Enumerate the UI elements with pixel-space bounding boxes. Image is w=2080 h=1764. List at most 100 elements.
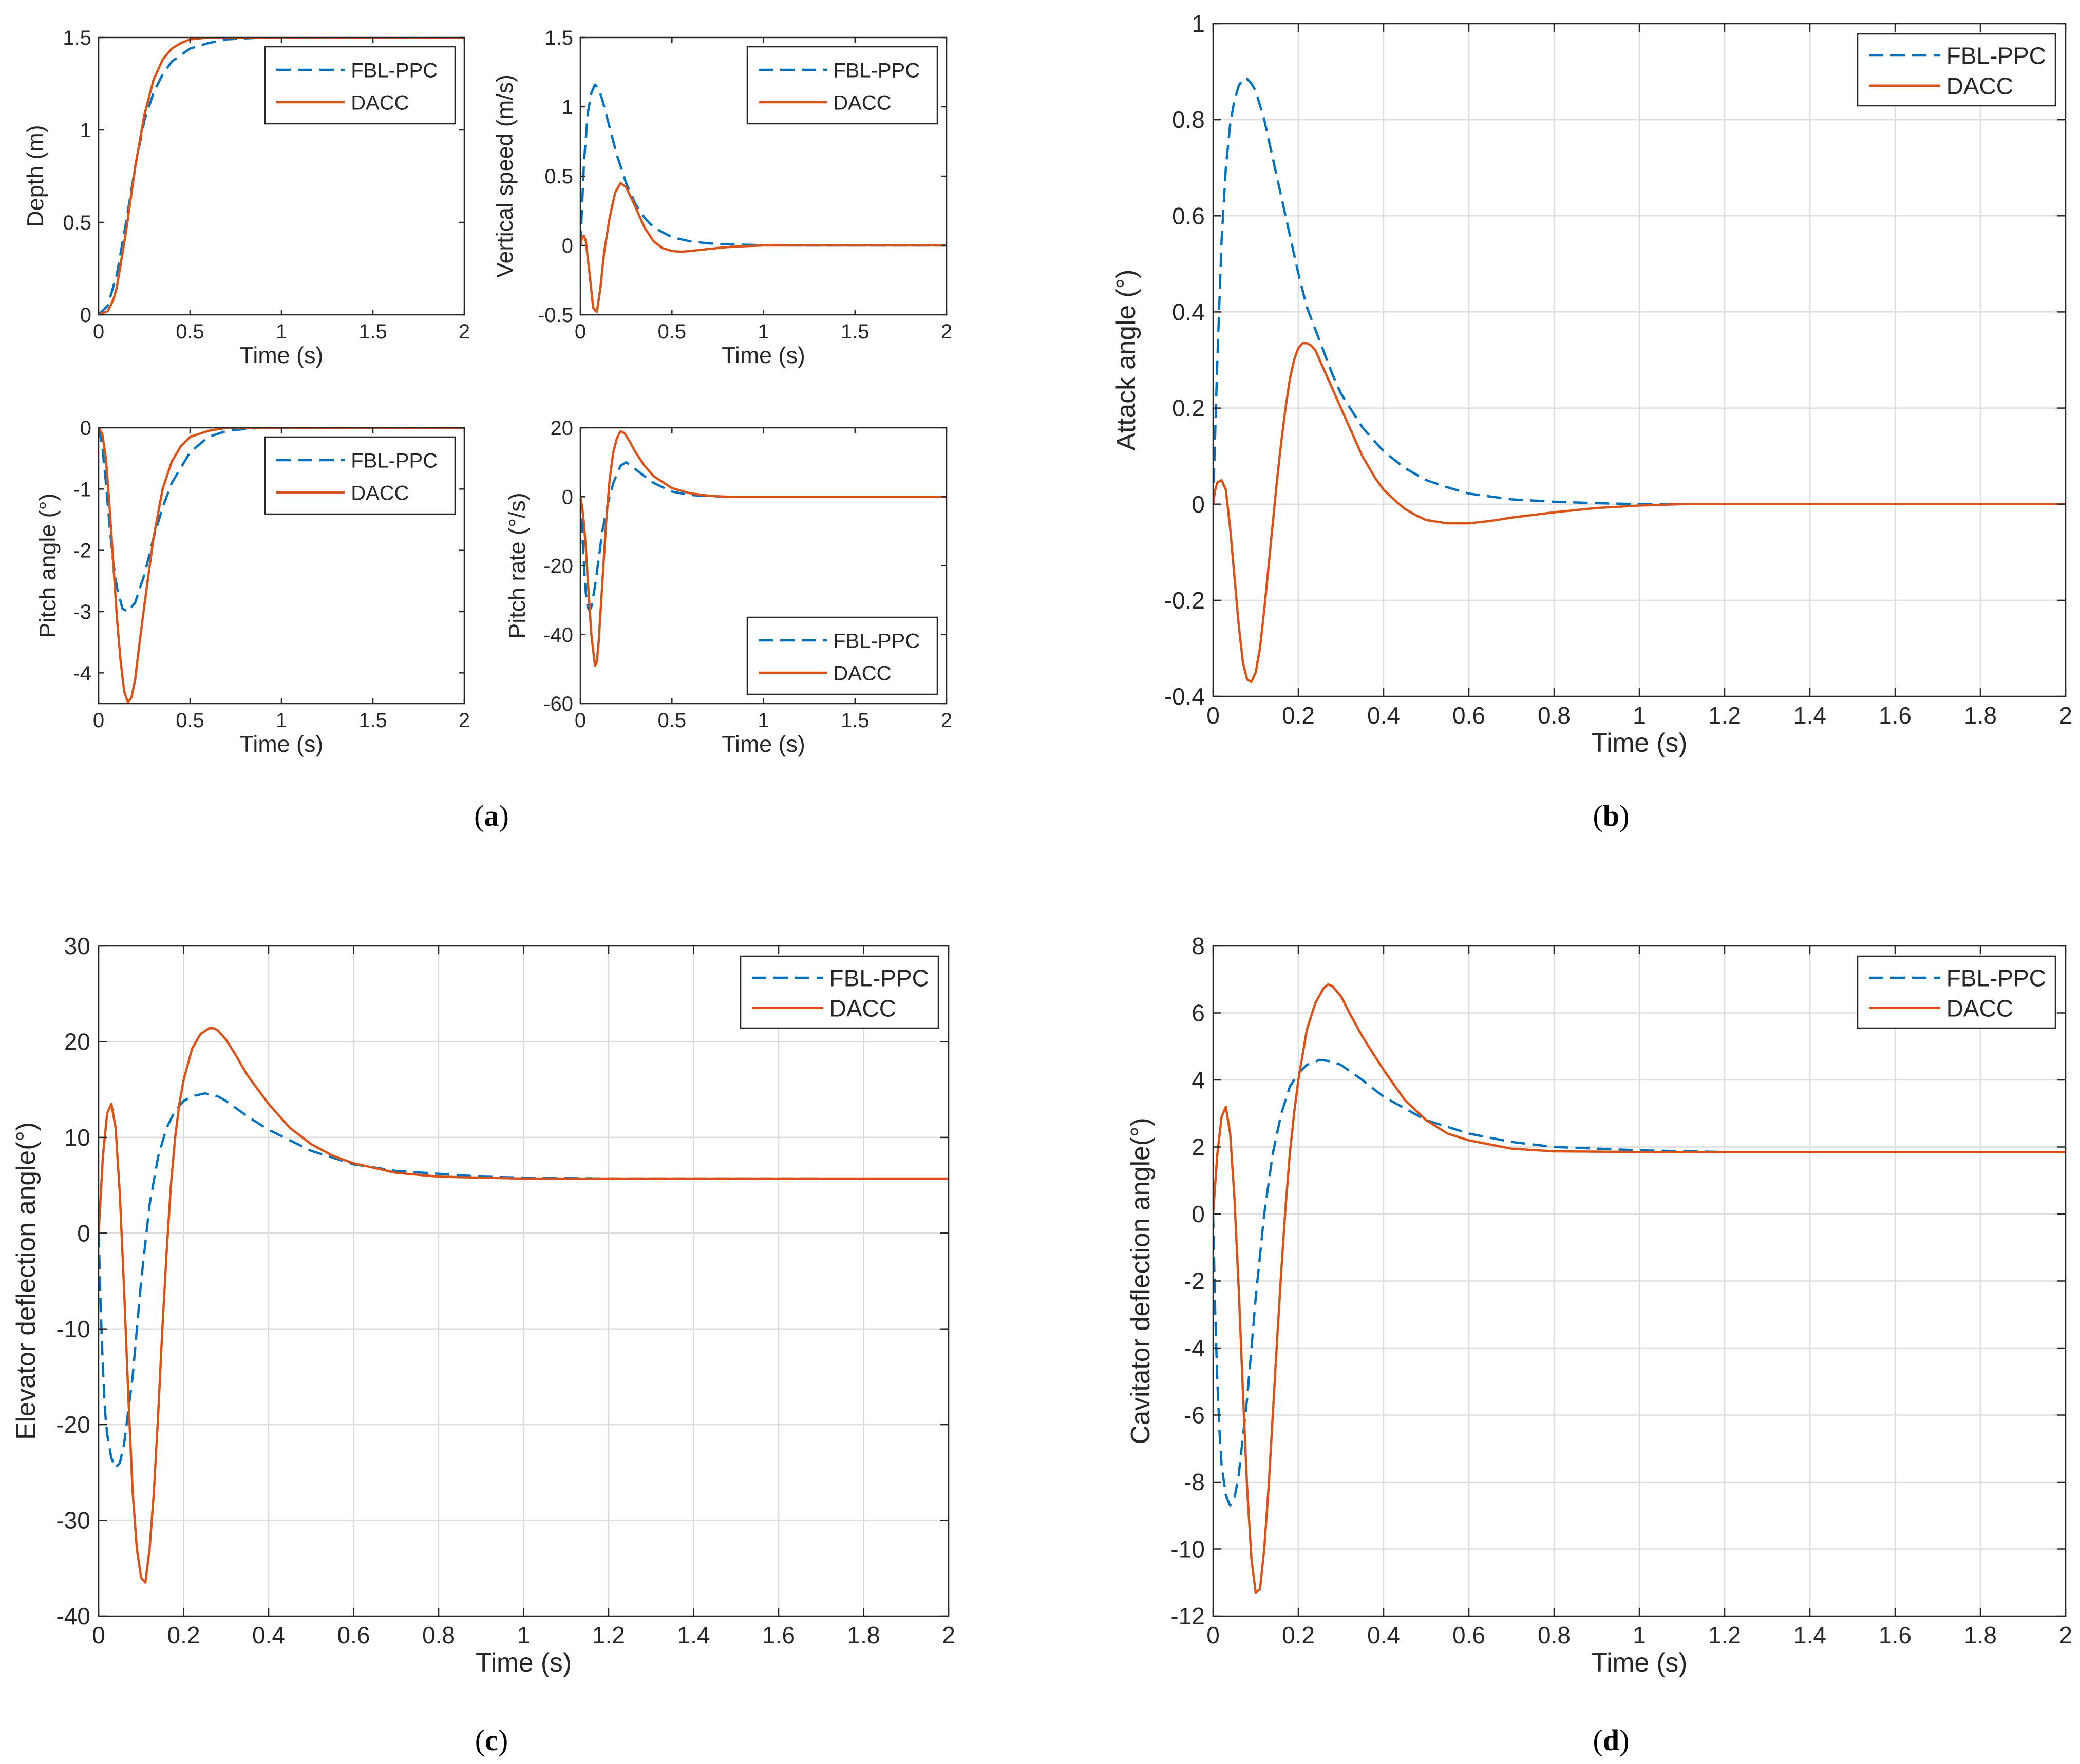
y-axis-label: Cavitator deflection angle(°) <box>1125 1117 1155 1444</box>
y-tick-label: 0 <box>1192 491 1205 518</box>
y-tick-label: -0.2 <box>1164 587 1205 614</box>
series-fbl-ppc-line <box>580 461 947 612</box>
legend-label-fbl-ppc: FBL-PPC <box>351 449 438 472</box>
y-tick-label: 1 <box>562 96 573 119</box>
x-tick-label: 1.2 <box>592 1622 625 1648</box>
x-tick-label: 0.5 <box>176 709 204 732</box>
y-tick-label: 0.5 <box>544 165 573 188</box>
x-tick-label: 1 <box>517 1622 531 1648</box>
x-tick-label: 0 <box>93 709 104 732</box>
x-axis-label: Time (s) <box>476 1647 572 1677</box>
caption-b: (b) <box>1593 799 1630 832</box>
y-tick-label: -2 <box>73 540 91 562</box>
x-tick-label: 0.8 <box>422 1622 455 1648</box>
x-tick-label: 1 <box>276 320 287 343</box>
y-tick-label: -6 <box>1184 1402 1205 1429</box>
x-axis-label: Time (s) <box>1592 728 1688 757</box>
y-tick-label: -10 <box>1170 1536 1204 1563</box>
x-tick-label: 0.2 <box>1282 702 1315 729</box>
caption-d: (d) <box>1593 1723 1630 1757</box>
y-axis-label: Elevator deflection angle(°) <box>11 1122 41 1440</box>
y-tick-label: 0 <box>80 417 91 440</box>
y-tick-label: 0.5 <box>63 212 91 234</box>
legend-label-dacc: DACC <box>833 91 891 114</box>
x-tick-label: 0.4 <box>1367 1622 1400 1648</box>
x-tick-label: 1.5 <box>841 320 869 343</box>
chart-pitch-rate: 0 0.5 1 1.5 2 -60 -40 -20 0 20 Time (s) Pitch rate … <box>504 417 952 757</box>
x-tick-label: 0.6 <box>337 1622 370 1648</box>
series-dacc-line <box>99 37 464 315</box>
x-tick-label: 1 <box>758 320 769 343</box>
x-tick-label: 1.8 <box>1964 1622 1997 1648</box>
chart-cavitator-deflection: 0 0.2 0.4 0.6 0.8 1 1.2 1.4 1.6 1.8 2 -12 -10 -8 -6 -4 -… <box>1125 933 2072 1677</box>
legend-label-dacc: DACC <box>351 482 409 504</box>
series-fbl-ppc-line <box>580 83 947 247</box>
x-tick-label: 0.8 <box>1538 702 1571 729</box>
legend-box <box>1857 955 2056 1029</box>
y-tick-label: 1.5 <box>544 27 573 49</box>
legend-box <box>264 436 456 515</box>
y-tick-label: 30 <box>64 933 90 959</box>
y-tick-label: 2 <box>1192 1134 1205 1161</box>
x-tick-label: 1.5 <box>358 320 387 343</box>
y-tick-label: -2 <box>1184 1268 1205 1295</box>
y-tick-label: 10 <box>64 1124 90 1151</box>
series-fbl-ppc-line <box>99 428 464 613</box>
y-tick-label: -8 <box>1184 1469 1205 1495</box>
x-tick-label: 2 <box>941 320 952 343</box>
series-dacc-line <box>1213 342 2066 684</box>
legend: FBL-PPC DACC <box>746 46 938 125</box>
x-tick-label: 2 <box>2059 1622 2072 1648</box>
caption-c: (c) <box>475 1723 508 1757</box>
x-tick-label: 1 <box>1633 1622 1646 1648</box>
y-tick-label: 0.8 <box>1172 106 1205 133</box>
chart-pitch-angle: 0 0.5 1 1.5 2 -4 -3 -2 -1 0 Time (s) Pitch angle (°… <box>35 417 470 757</box>
legend-label-dacc: DACC <box>829 995 896 1021</box>
caption-d-letter: d <box>1602 1723 1620 1757</box>
x-tick-label: 0.5 <box>176 320 204 343</box>
y-tick-label: 1 <box>1192 10 1205 37</box>
x-tick-label: 0 <box>1206 1622 1220 1648</box>
legend-label-dacc: DACC <box>351 91 409 114</box>
x-tick-label: 2 <box>2059 702 2072 729</box>
y-tick-label: 0.4 <box>1172 299 1205 326</box>
x-tick-label: 2 <box>459 709 470 732</box>
legend-box <box>1857 33 2056 107</box>
x-tick-label: 2 <box>459 320 470 343</box>
y-tick-label: 1.5 <box>63 27 91 49</box>
x-tick-label: 0 <box>575 320 586 343</box>
y-tick-label: 6 <box>1192 1000 1205 1027</box>
y-tick-label: -20 <box>543 555 573 578</box>
chart-elevator-deflection: 0 0.2 0.4 0.6 0.8 1 1.2 1.4 1.6 1.8 2 -40 -30 -20 -10 0… <box>11 933 955 1677</box>
x-tick-label: 1.8 <box>1964 702 1997 729</box>
legend: FBL-PPC DACC <box>1857 955 2056 1029</box>
y-tick-label: -60 <box>543 693 573 715</box>
series-fbl-ppc-line <box>99 1092 821 1469</box>
y-tick-label: -4 <box>1184 1335 1205 1361</box>
y-tick-label: 0.2 <box>1172 395 1205 422</box>
legend-label-fbl-ppc: FBL-PPC <box>1946 965 2046 992</box>
y-tick-label: -4 <box>73 662 91 685</box>
legend: FBL-PPC DACC <box>740 955 939 1029</box>
series-dacc-line <box>580 182 947 313</box>
x-tick-label: 1 <box>758 709 769 732</box>
x-tick-label: 1.8 <box>847 1622 880 1648</box>
y-tick-label: 20 <box>551 417 574 440</box>
x-tick-label: 1.6 <box>1879 1622 1912 1648</box>
y-tick-label: -40 <box>543 624 573 647</box>
x-tick-label: 2 <box>941 709 952 732</box>
x-tick-label: 0 <box>93 320 104 343</box>
legend-label-fbl-ppc: FBL-PPC <box>833 630 920 652</box>
series-fbl-ppc-line <box>1213 78 2066 505</box>
x-tick-label: 1.2 <box>1708 702 1741 729</box>
x-tick-label: 1 <box>276 709 287 732</box>
series-dacc-line <box>99 1027 949 1584</box>
y-axis-label: Attack angle (°) <box>1111 270 1141 451</box>
y-tick-label: -1 <box>73 478 91 501</box>
x-tick-label: 0.4 <box>252 1622 285 1648</box>
legend-box <box>264 46 456 125</box>
y-tick-label: 0 <box>562 235 573 257</box>
legend: FBL-PPC DACC <box>746 616 938 695</box>
y-tick-label: -20 <box>56 1411 90 1438</box>
y-axis-label: Pitch rate (°/s) <box>504 492 530 638</box>
